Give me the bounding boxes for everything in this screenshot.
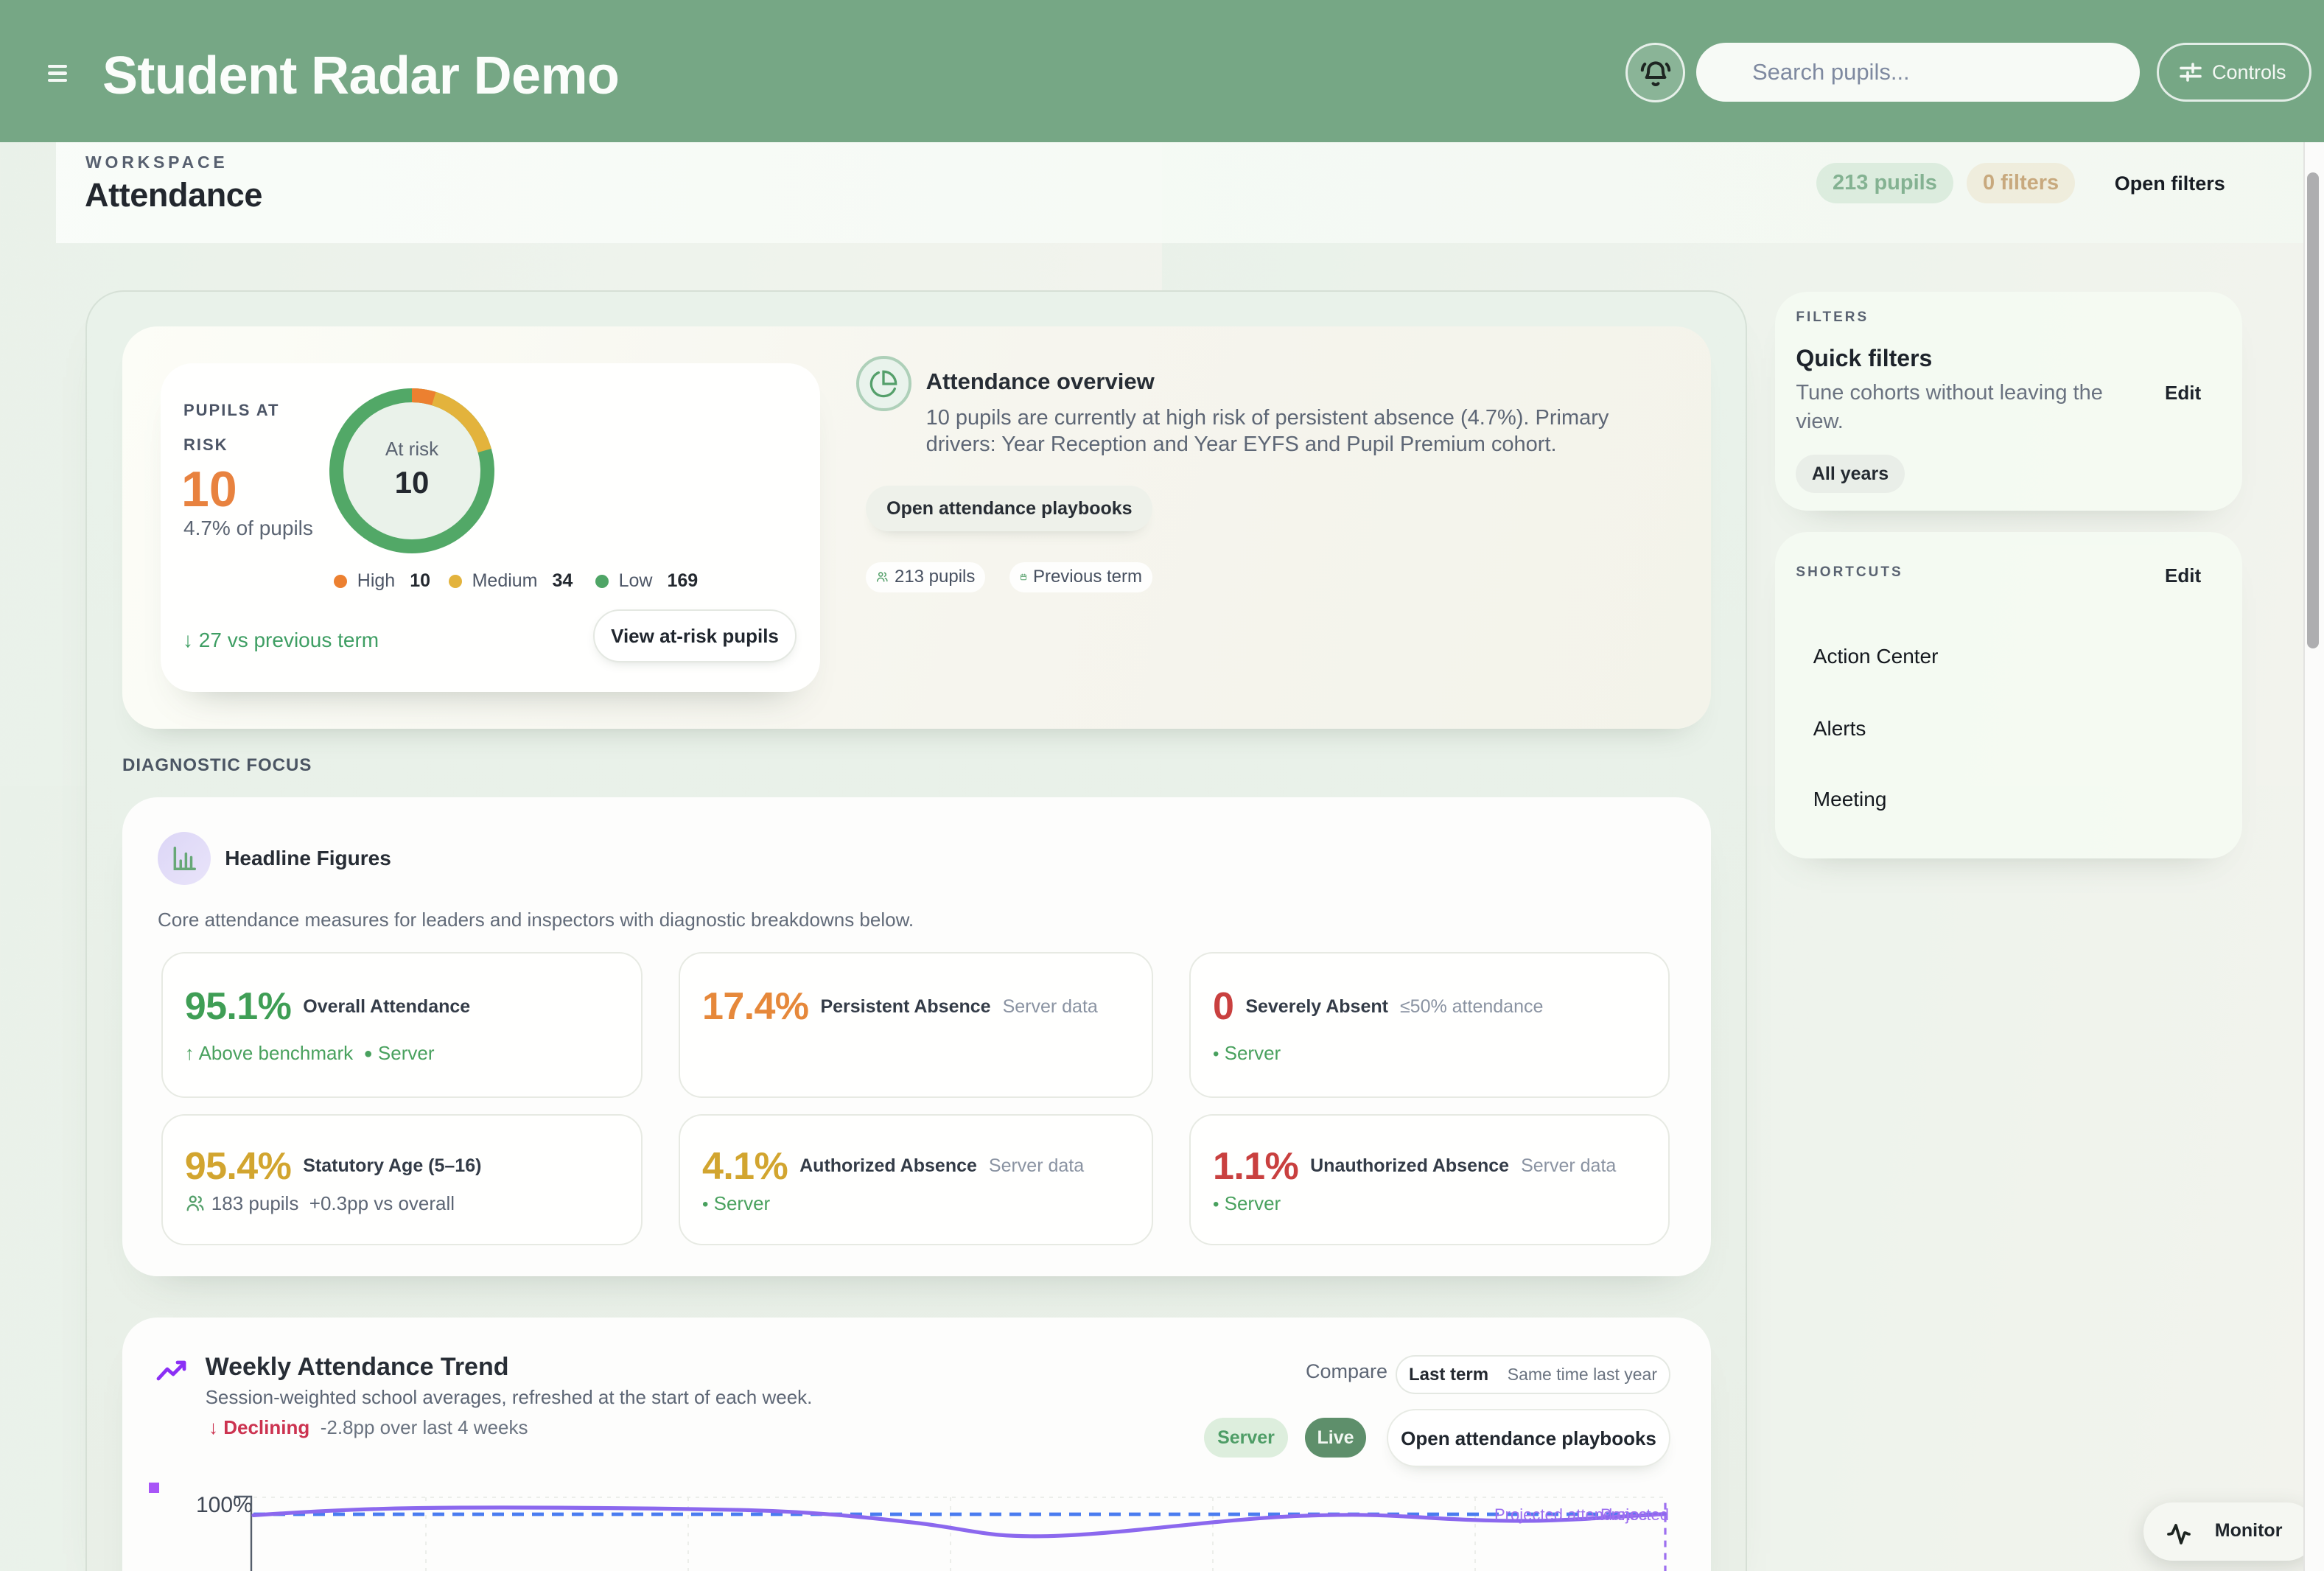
svg-text:Projected: Projected bbox=[1600, 1505, 1669, 1524]
svg-text:Projected attendance: Projected attendance bbox=[1494, 1505, 1648, 1524]
